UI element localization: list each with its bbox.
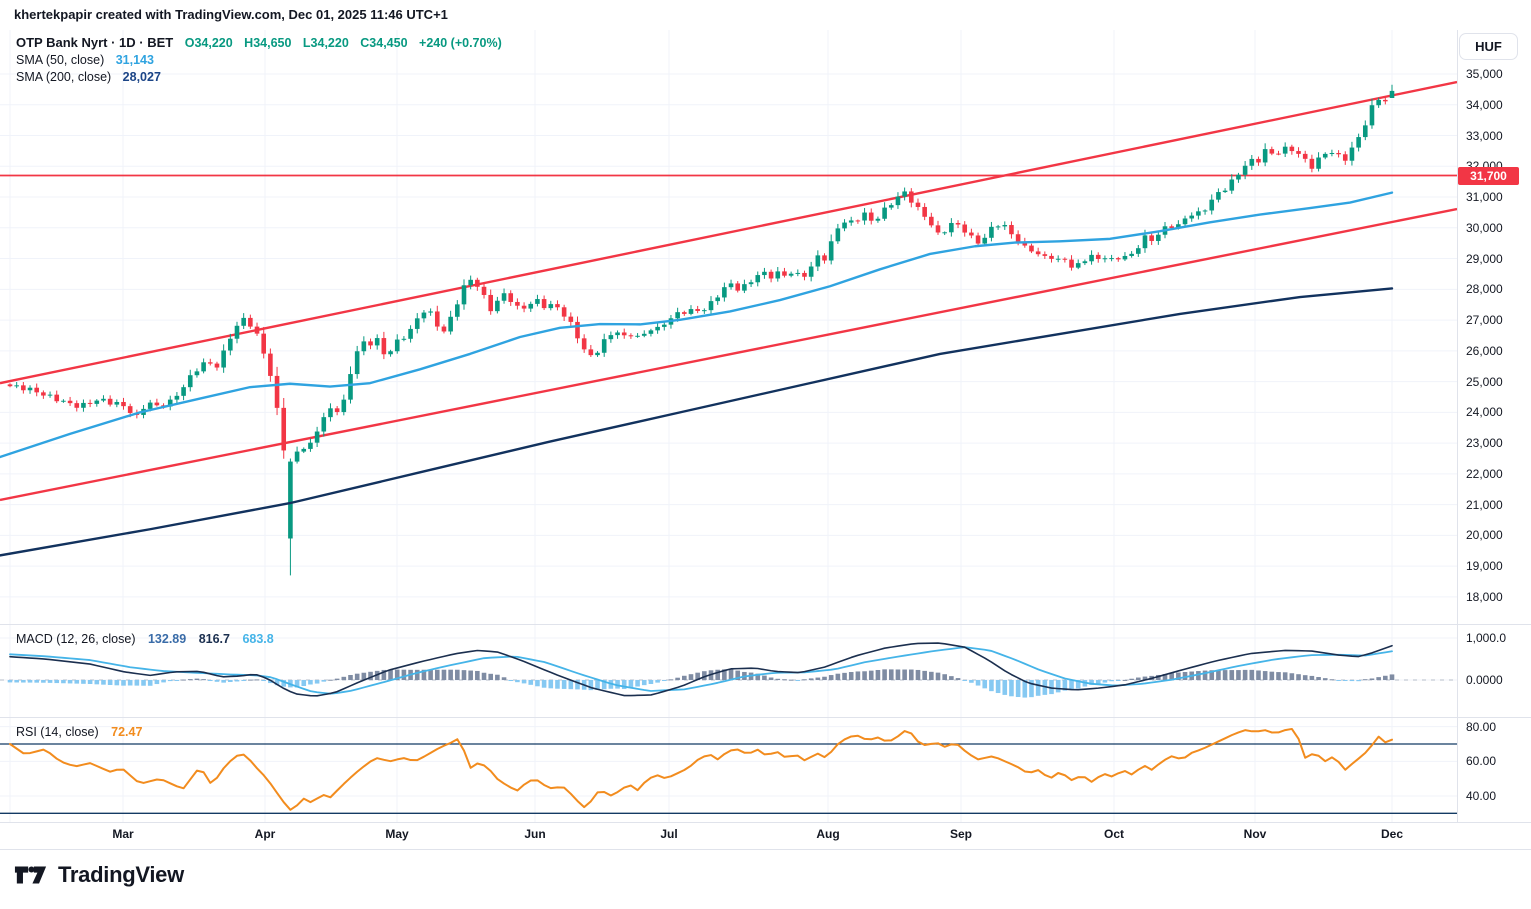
- ohlc-high: H34,650: [244, 36, 292, 50]
- price-tick-label: 18,000: [1466, 589, 1503, 604]
- time-axis-month-label: Aug: [816, 827, 840, 841]
- rsi-tick-label: 60.00: [1466, 754, 1497, 769]
- price-tick-label: 21,000: [1466, 497, 1503, 512]
- sma50-legend-row[interactable]: SMA (50, close) 31,143: [16, 52, 502, 69]
- price-tick-label: 30,000: [1466, 220, 1503, 235]
- time-axis-month-label: Apr: [254, 827, 276, 841]
- price-tick-label: 22,000: [1466, 466, 1503, 481]
- attribution-text: khertekpapir created with TradingView.co…: [14, 7, 448, 22]
- time-axis-month-label: Nov: [1243, 827, 1267, 841]
- price-tick-label: 29,000: [1466, 251, 1503, 266]
- rsi-tick-label: 40.00: [1466, 789, 1497, 803]
- macd-pane-canvas[interactable]: [0, 625, 1457, 717]
- time-axis-month-label: Oct: [1103, 827, 1125, 841]
- macd-label: MACD (12, 26, close): [16, 632, 136, 646]
- macd-signal-value: 683.8: [242, 632, 274, 646]
- sma200-legend-row[interactable]: SMA (200, close) 28,027: [16, 69, 502, 86]
- time-axis[interactable]: [0, 822, 1531, 850]
- time-axis-month-label: Jun: [524, 827, 546, 841]
- pane-separator[interactable]: [0, 717, 1531, 718]
- time-axis-month-label: Dec: [1380, 827, 1404, 841]
- tradingview-logo[interactable]: TradingView: [14, 862, 184, 888]
- sma200-value: 28,027: [122, 70, 161, 84]
- sma50-label: SMA (50, close): [16, 53, 105, 67]
- price-pane-canvas[interactable]: [0, 30, 1457, 624]
- symbol-title[interactable]: OTP Bank Nyrt · 1D · BET: [16, 35, 174, 50]
- tradingview-logo-text: TradingView: [58, 862, 184, 887]
- price-tick-label: 25,000: [1466, 374, 1503, 389]
- ohlc-open: O34,220: [184, 36, 233, 50]
- ohlc-low: L34,220: [302, 36, 349, 50]
- change-value: +240 (+0.70%): [419, 36, 502, 50]
- macd-pane-legend[interactable]: MACD (12, 26, close) 132.89 816.7 683.8: [16, 631, 274, 648]
- macd-tick-label: 1,000.0: [1466, 631, 1507, 646]
- sma50-value: 31,143: [115, 53, 154, 67]
- rsi-tick-label: 80.00: [1466, 719, 1497, 734]
- price-tick-label: 34,000: [1466, 97, 1503, 112]
- time-axis-month-label: Sep: [949, 827, 973, 841]
- price-tick-label: 27,000: [1466, 313, 1503, 328]
- macd-hist-value: 132.89: [147, 632, 187, 646]
- price-scale-border: [1457, 30, 1458, 848]
- time-axis-month-label: Jul: [660, 827, 678, 841]
- price-tick-label: 19,000: [1466, 559, 1503, 574]
- symbol-legend-row[interactable]: OTP Bank Nyrt · 1D · BET O34,220 H34,650…: [16, 34, 502, 52]
- price-tick-label: 35,000: [1466, 66, 1503, 81]
- rsi-label: RSI (14, close): [16, 725, 99, 739]
- currency-toggle-button[interactable]: HUF: [1459, 33, 1518, 60]
- price-tick-label: 33,000: [1466, 128, 1503, 143]
- rsi-value: 72.47: [111, 725, 143, 739]
- price-pane-legend: OTP Bank Nyrt · 1D · BET O34,220 H34,650…: [16, 34, 502, 86]
- time-axis-month-label: Mar: [112, 827, 134, 841]
- price-tick-label: 26,000: [1466, 343, 1503, 358]
- price-tick-label: 20,000: [1466, 528, 1503, 543]
- price-line-badge[interactable]: 31,700: [1458, 166, 1519, 185]
- pane-separator[interactable]: [0, 624, 1531, 625]
- rsi-pane-legend[interactable]: RSI (14, close) 72.47: [16, 724, 142, 741]
- price-tick-label: 28,000: [1466, 282, 1503, 297]
- price-tick-label: 23,000: [1466, 436, 1503, 451]
- ohlc-close: C34,450: [360, 36, 408, 50]
- price-tick-label: 24,000: [1466, 405, 1503, 420]
- time-axis-month-label: May: [385, 827, 409, 841]
- macd-line-value: 816.7: [198, 632, 230, 646]
- rsi-pane-canvas[interactable]: [0, 718, 1457, 822]
- price-tick-label: 31,000: [1466, 190, 1503, 205]
- macd-tick-label: 0.0000: [1466, 673, 1503, 687]
- tradingview-logo-icon: [14, 866, 47, 884]
- sma200-label: SMA (200, close): [16, 70, 112, 84]
